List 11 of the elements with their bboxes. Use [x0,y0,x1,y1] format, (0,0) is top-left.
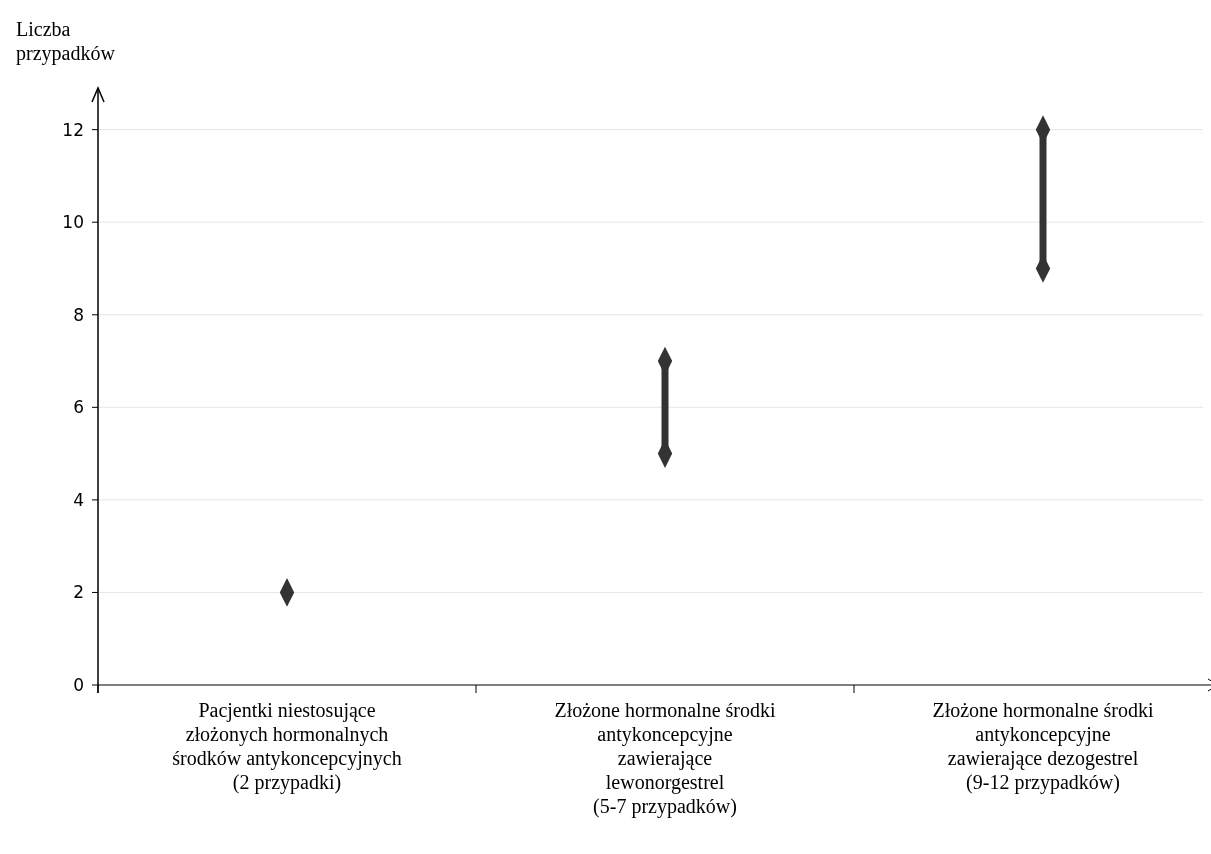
y-tick-label: 8 [73,304,84,325]
y-tick-label: 12 [62,119,84,140]
x-tick-label: Złożone hormonalne środki antykoncepcyjne zawierające lewonorgestrel (5-7 przypadków) [554,699,776,818]
x-tick-label: Złożone hormonalne środki antykoncepcyjne zawierające dezogestrel (9-12 przypadków) [932,699,1154,794]
y-tick-label: 2 [73,582,84,603]
x-tick-label: Pacjentki niestosujące złożonych hormonalnych środków antykoncepcyjnych (2 przypadki) [172,699,402,794]
y-axis-title: Liczba przypadków [16,18,116,65]
y-tick-label: 10 [62,212,84,233]
y-tick-label: 6 [73,397,84,418]
y-tick-label: 0 [73,674,84,695]
y-tick-label: 4 [73,489,84,510]
